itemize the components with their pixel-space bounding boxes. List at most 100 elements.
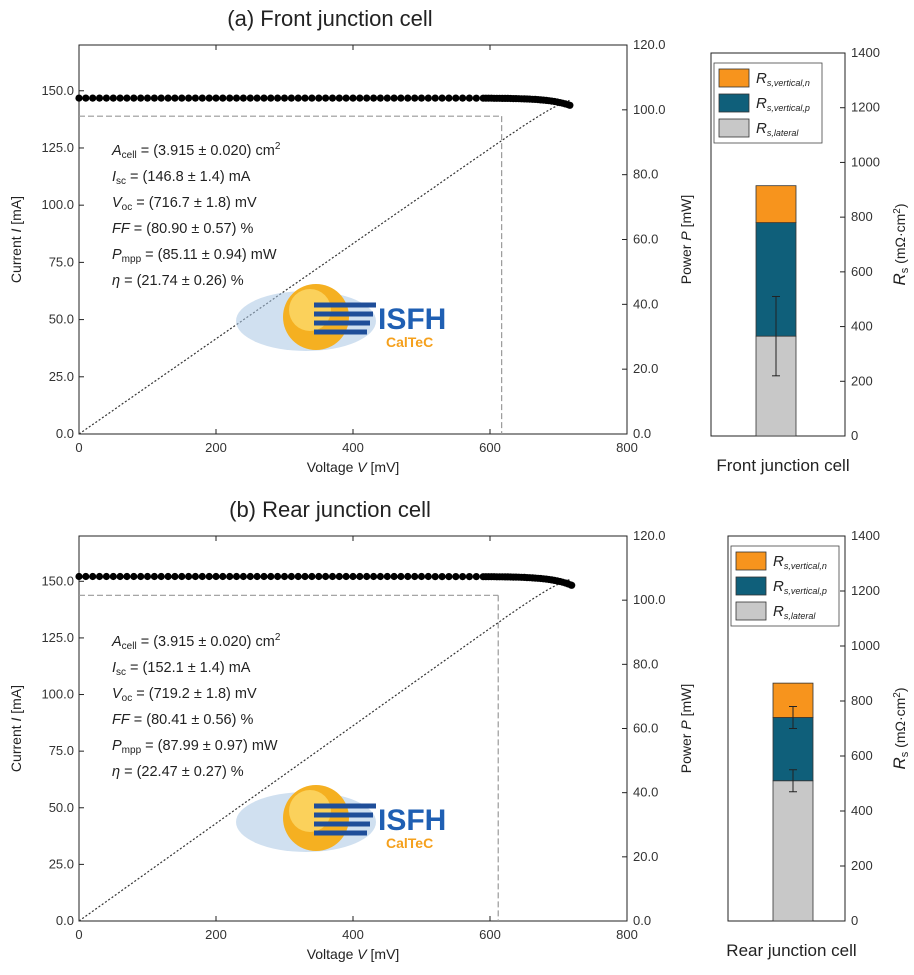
iv-rear-iv-point (404, 572, 412, 581)
iv-rear-iv-point (198, 572, 206, 581)
iv-rear-iv-point (383, 572, 391, 581)
iv-rear-y2tick-label: 0.0 (633, 913, 651, 928)
iv-rear-logo-stripe (314, 803, 376, 809)
iv-rear-iv-point (143, 572, 152, 581)
iv-front-iv-point (185, 94, 193, 102)
iv-front-param-5: η = (21.74 ± 0.26) % (112, 273, 244, 289)
iv-rear-iv-point (424, 572, 432, 581)
iv-front-iv-point (280, 94, 289, 102)
iv-front-iv-point (130, 94, 138, 102)
iv-rear-iv-point (157, 572, 165, 581)
rs-rear-rs-tick-label: 1400 (851, 528, 880, 543)
iv-rear-iv-point (328, 572, 337, 581)
iv-front-xtick-label: 0 (75, 440, 82, 455)
iv-front-y2tick-label: 100.0 (633, 102, 666, 117)
iv-front-iv-point (232, 94, 241, 102)
panel-b-title: (b) Rear junction cell (229, 497, 431, 522)
iv-front-iv-point (89, 94, 97, 102)
iv-front-y2tick-label: 60.0 (633, 232, 658, 247)
iv-front-iv-point (370, 94, 378, 102)
iv-rear-iv-point (431, 573, 439, 581)
iv-front-iv-point (143, 94, 152, 102)
rs-front-rs-tick-label: 600 (851, 264, 873, 279)
iv-front-iv-point (239, 94, 247, 102)
iv-rear-iv-point (102, 572, 110, 581)
iv-rear-param-4: Pmpp = (87.99 ± 0.97) mW (112, 738, 278, 756)
iv-front-iv-point (356, 94, 364, 102)
iv-front-iv-point (75, 94, 83, 102)
iv-rear-y2tick-label: 80.0 (633, 656, 658, 671)
iv-front-ytick-label: 50.0 (49, 312, 74, 327)
iv-front-ytick-label: 0.0 (56, 426, 74, 441)
iv-rear-power-curve (78, 579, 570, 922)
iv-rear-iv-point (465, 573, 473, 581)
rs-front-legend-label: Rs,lateral (756, 120, 799, 138)
rs-front-stack-segment-2 (755, 185, 797, 224)
iv-rear-ytick-label: 75.0 (49, 743, 74, 758)
iv-rear-iv-point (137, 572, 145, 581)
iv-rear-ytick-label: 125.0 (41, 630, 74, 645)
iv-front-iv-point (308, 94, 316, 102)
iv-front-iv-point (390, 94, 398, 102)
iv-rear-iv-point (294, 572, 302, 581)
iv-rear-iv-point (363, 572, 371, 581)
iv-front-ytick-label: 25.0 (49, 369, 74, 384)
iv-rear-y2tick-label: 40.0 (633, 785, 658, 800)
iv-front-iv-point (452, 94, 460, 102)
iv-front-iv-point (315, 94, 323, 102)
iv-front-iv-point (137, 94, 145, 102)
iv-front-y2tick-label: 40.0 (633, 296, 658, 311)
rs-rear-legend-swatch (735, 551, 767, 571)
iv-rear-ytick-label: 100.0 (41, 687, 74, 702)
rs-front-bar-caption: Front junction cell (716, 456, 849, 475)
rs-rear-stack-segment-0 (772, 780, 814, 922)
iv-rear-iv-point (239, 572, 247, 581)
iv-rear-iv-point (267, 572, 275, 581)
iv-rear-iv-point (390, 572, 398, 581)
rs-front-rs-tick-label: 1000 (851, 154, 880, 169)
iv-rear-iv-point (219, 572, 227, 581)
iv-front-x-axis-label: Voltage V [mV] (307, 459, 400, 475)
rs-rear-rs-tick-label: 200 (851, 858, 873, 873)
rs-front-legend-swatch (718, 68, 750, 88)
rs-rear-rs-tick-label: 400 (851, 803, 873, 818)
rs-rear-rs-tick-label: 1200 (851, 583, 880, 598)
iv-rear-param-5: η = (22.47 ± 0.27) % (112, 764, 244, 780)
iv-rear-iv-point (287, 572, 295, 581)
iv-front-iv-point (349, 94, 357, 102)
iv-rear-iv-point (260, 572, 268, 581)
iv-rear-iv-point (342, 572, 350, 581)
iv-front-iv-point (438, 94, 446, 102)
iv-front-iv-point (383, 94, 391, 102)
iv-front-iv-point (411, 94, 419, 102)
iv-rear-iv-point (89, 572, 97, 581)
iv-front-iv-point (459, 94, 467, 102)
iv-front-iv-point (246, 94, 254, 102)
iv-front-iv-point (171, 94, 179, 102)
iv-rear-param-3: FF = (80.41 ± 0.56) % (112, 712, 253, 728)
rs-front-legend-swatch (718, 118, 750, 138)
iv-rear-xtick-label: 400 (342, 927, 364, 942)
iv-rear-ytick-label: 50.0 (49, 800, 74, 815)
iv-front-iv-point (219, 94, 227, 102)
rs-front-rs-tick-label: 1400 (851, 45, 880, 60)
iv-front-iv-point (424, 94, 432, 102)
iv-rear-y2-axis-label: Power P [mW] (678, 684, 694, 773)
iv-front-y2tick-label: 20.0 (633, 361, 658, 376)
rs-front-rs-axis-label: Rs (mΩ·cm2) (890, 203, 911, 285)
rs-front-rs-tick-label: 400 (851, 319, 873, 334)
iv-front-iv-point (260, 94, 268, 102)
rs-rear-rs-tick-label: 0 (851, 913, 858, 928)
iv-front-logo-stripe (314, 320, 370, 326)
iv-rear-iv-point (246, 572, 254, 581)
iv-front-power-curve (78, 99, 570, 435)
iv-rear-iv-point (123, 572, 131, 581)
iv-front-y2tick-label: 0.0 (633, 426, 651, 441)
rs-rear-rs-axis-label: Rs (mΩ·cm2) (890, 687, 911, 769)
iv-front-iv-point (123, 94, 131, 102)
iv-rear-iv-point (315, 572, 323, 581)
iv-rear-iv-point (459, 573, 467, 581)
iv-front-iv-point (431, 94, 439, 102)
iv-front-iv-point (150, 94, 158, 102)
